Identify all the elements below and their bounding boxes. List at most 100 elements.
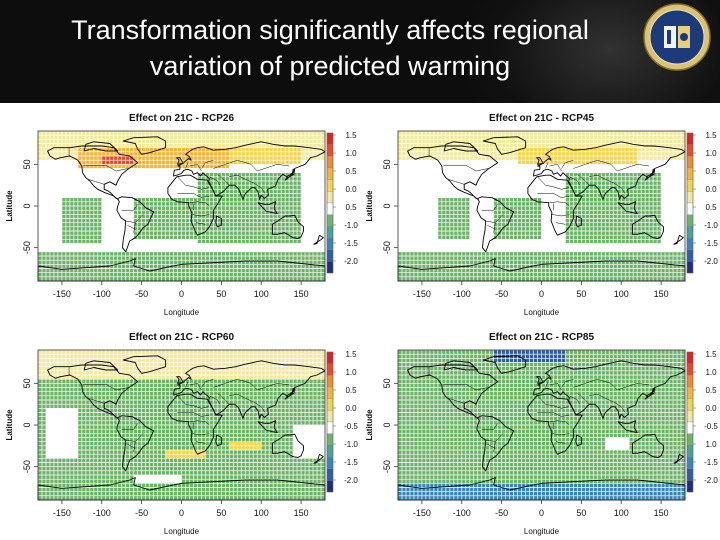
x-tick-label: -50	[135, 289, 148, 299]
x-axis-label: Longitude	[524, 308, 560, 317]
x-axis-label: Longitude	[164, 527, 200, 536]
x-tick-label: 0	[179, 289, 184, 299]
country-border	[88, 398, 105, 404]
colorbar-segment	[686, 202, 694, 215]
colorbar-label: 0.5	[345, 203, 357, 212]
x-tick-label: -100	[93, 508, 111, 518]
slide-header: Transformation significantly affects reg…	[0, 0, 720, 103]
colorbar-segment	[686, 363, 694, 376]
continent-outline	[167, 174, 223, 236]
country-border	[185, 381, 189, 388]
map-panel-rcp26: Effect on 21C - RCP26 -150 -100 -50 0 50 100 15…	[0, 103, 360, 321]
colorbar-label: -1.5	[704, 458, 718, 467]
colorbar-label: 0.0	[705, 185, 717, 194]
colorbar-segment	[686, 375, 694, 388]
coastlines	[397, 136, 686, 282]
colorbar-label: -2.0	[344, 476, 358, 485]
colorbar-segment	[326, 433, 334, 446]
country-border	[195, 441, 206, 444]
country-border	[177, 176, 209, 190]
country-border	[213, 159, 290, 172]
country-border	[443, 164, 489, 172]
coastlines	[397, 355, 686, 501]
country-border	[485, 439, 496, 452]
map-panel-rcp60: Effect on 21C - RCP60 -150 -100 -50 0 50 100 15…	[0, 322, 360, 540]
country-border	[189, 420, 210, 426]
country-border	[83, 383, 129, 391]
continent-outline	[116, 415, 155, 472]
colorbar-label: 1.0	[705, 440, 717, 449]
country-border	[191, 433, 210, 436]
x-tick-label: 150	[294, 289, 309, 299]
country-border	[209, 176, 221, 186]
colorbar-segment	[326, 421, 334, 434]
x-tick-label: 50	[216, 508, 226, 518]
colorbar-segment	[326, 156, 334, 169]
chart-title: Effect on 21C - RCP85	[489, 332, 594, 343]
continent-outline	[167, 393, 223, 455]
continent-outline	[313, 234, 324, 245]
colorbar-segment	[686, 237, 694, 250]
colorbar-segment	[686, 480, 694, 493]
x-tick-label: 0	[539, 289, 544, 299]
country-border	[549, 164, 562, 172]
country-border	[495, 433, 504, 442]
colorbar-segment	[686, 167, 694, 180]
colorbar-segment	[686, 468, 694, 481]
y-axis-label: Latitude	[5, 409, 14, 441]
x-axis-label: Longitude	[524, 527, 560, 536]
y-tick-label: -50	[382, 241, 392, 254]
continent-outline	[122, 355, 167, 374]
colorbar-segment	[326, 468, 334, 481]
x-tick-label: 0	[539, 508, 544, 518]
colorbar-label: 0.0	[345, 185, 357, 194]
country-border	[127, 224, 136, 230]
country-border	[487, 224, 496, 230]
y-tick-label: 50	[382, 378, 392, 388]
colorbar-label: -0.5	[704, 422, 718, 431]
country-border	[201, 378, 214, 388]
continent-outline	[443, 141, 479, 152]
chart-title: Effect on 21C - RCP45	[489, 113, 594, 124]
country-border	[213, 378, 290, 391]
colorbar-segment	[326, 237, 334, 250]
colorbar-segment	[326, 249, 334, 262]
country-border	[537, 412, 570, 417]
continent-outline	[176, 376, 183, 384]
colorbar-segment	[326, 351, 334, 364]
country-border	[549, 201, 570, 207]
colorbar-label: -2.0	[704, 476, 718, 485]
country-border	[551, 433, 570, 436]
country-border	[551, 214, 570, 217]
continent-outline	[644, 387, 656, 400]
y-axis-label: Latitude	[365, 190, 374, 222]
colorbar-frame	[686, 132, 694, 274]
country-border	[555, 441, 566, 444]
y-tick-label: -50	[22, 460, 32, 473]
x-tick-label: 100	[254, 289, 269, 299]
colorbar-segment	[326, 445, 334, 458]
country-border	[189, 383, 202, 391]
continent-outline	[257, 420, 278, 433]
country-border	[545, 381, 549, 388]
grid-lines	[397, 130, 686, 282]
colorbar-label: 0.0	[345, 404, 357, 413]
country-border	[135, 214, 144, 223]
colorbar-segment	[686, 226, 694, 239]
colorbar-segment	[686, 410, 694, 423]
colorbar-frame	[686, 351, 694, 493]
continent-outline	[271, 214, 304, 239]
country-border	[537, 176, 569, 190]
continent-outline	[476, 415, 515, 472]
continent-outline	[617, 201, 638, 214]
country-border	[589, 174, 622, 188]
country-border	[573, 378, 650, 391]
colorbar-segment	[326, 456, 334, 469]
colorbar-segment	[326, 132, 334, 145]
colorbar-segment	[326, 480, 334, 493]
colorbar-segment	[326, 363, 334, 376]
slide-title-line-2: variation of predicted warming	[149, 51, 511, 81]
continent-outline	[575, 215, 582, 228]
grid-lines	[37, 349, 326, 501]
colorbar-segment	[686, 132, 694, 145]
